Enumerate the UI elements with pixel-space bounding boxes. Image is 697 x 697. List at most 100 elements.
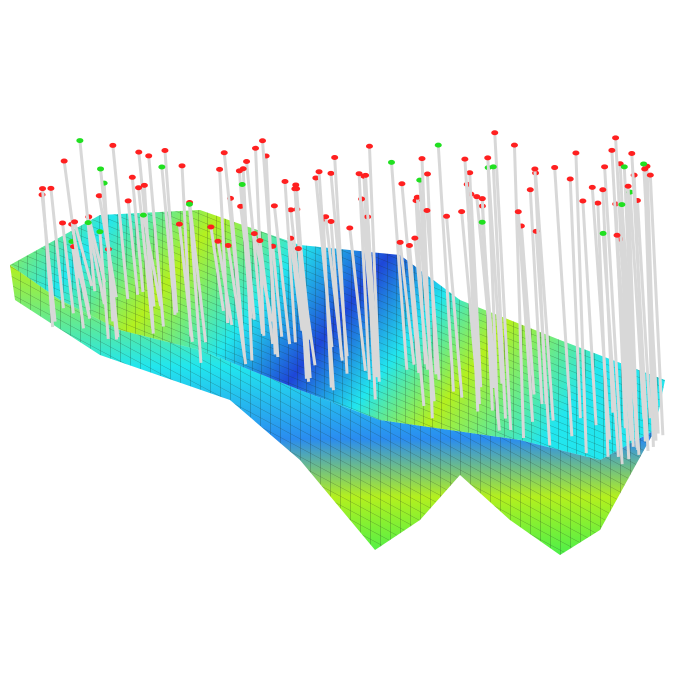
well-marker [84, 220, 92, 226]
well-marker [237, 203, 245, 209]
well-shaft [296, 248, 317, 366]
well-marker [466, 170, 474, 176]
well-shaft [258, 240, 275, 345]
well-marker [620, 164, 628, 170]
well-shaft [324, 216, 344, 361]
well-marker [346, 225, 354, 231]
well-marker [238, 181, 246, 187]
well-marker [599, 230, 607, 236]
well-marker [322, 214, 330, 220]
well-marker [95, 193, 103, 199]
well-marker [281, 179, 289, 185]
well-shaft [364, 175, 379, 378]
well-shaft [398, 242, 416, 365]
well-marker [312, 175, 320, 181]
well-marker [646, 172, 654, 178]
well-shaft [187, 204, 203, 363]
well-marker [294, 246, 302, 252]
well-marker [531, 166, 539, 172]
well-shaft [137, 187, 155, 330]
well-marker [76, 138, 84, 144]
well-marker [618, 202, 626, 208]
well-marker [185, 201, 193, 207]
well-marker [387, 159, 395, 165]
well-marker [135, 149, 143, 155]
well-shaft [222, 152, 244, 331]
well-shaft [87, 216, 107, 283]
well-marker [398, 181, 406, 187]
well-marker [139, 212, 147, 218]
well-marker [259, 138, 267, 144]
well-shaft [62, 160, 82, 279]
well-shaft [126, 200, 140, 295]
well-marker [478, 219, 486, 225]
well-marker [510, 142, 518, 148]
well-marker [628, 151, 636, 157]
well-marker [256, 238, 264, 244]
well-marker [158, 164, 166, 170]
well-marker [252, 145, 260, 151]
well-marker [478, 196, 486, 202]
well-shaft [86, 222, 106, 305]
well-marker [243, 158, 251, 164]
well-shaft [407, 245, 426, 407]
well-shaft [147, 155, 165, 327]
well-marker [331, 155, 339, 161]
well-marker [175, 221, 183, 227]
well-shaft [420, 158, 434, 419]
well-marker [224, 242, 232, 248]
well-shaft [261, 140, 280, 358]
well-shaft [177, 223, 194, 342]
well-shaft [615, 235, 633, 441]
well-marker [47, 185, 55, 191]
well-marker [405, 242, 413, 248]
well-marker [588, 184, 596, 190]
well-marker [484, 155, 492, 161]
well-marker [355, 171, 363, 177]
well-shaft [614, 137, 633, 428]
well-marker [315, 169, 323, 175]
well-shaft [360, 198, 376, 352]
well-shaft [413, 238, 430, 370]
well-shaft [141, 214, 163, 307]
well-shaft [348, 227, 367, 371]
well-shaft [480, 222, 501, 431]
well-shaft [389, 162, 409, 370]
well-marker [551, 165, 559, 171]
well-marker [612, 135, 620, 141]
well-shaft [73, 221, 94, 287]
well-marker [641, 166, 649, 172]
well-shaft [216, 240, 234, 326]
well-marker [140, 182, 148, 188]
well-shaft [533, 168, 548, 405]
well-shaft [528, 189, 544, 405]
well-shaft [568, 178, 582, 419]
well-shaft [512, 145, 526, 439]
well-shaft [317, 171, 335, 391]
well-marker [443, 213, 451, 219]
well-marker [461, 156, 469, 162]
well-marker [327, 170, 335, 176]
well-shaft [519, 225, 536, 395]
well-marker [423, 171, 431, 177]
well-marker [109, 142, 117, 148]
reservoir-front-face [10, 265, 665, 555]
well-marker [566, 176, 574, 182]
well-shaft [163, 150, 179, 313]
well-shaft [111, 145, 130, 300]
well-marker [418, 156, 426, 162]
well-shaft [99, 168, 120, 338]
well-shaft [553, 167, 574, 437]
well-shaft [357, 173, 371, 380]
well-shaft [61, 222, 75, 314]
well-shaft [574, 152, 588, 454]
well-marker [601, 164, 609, 170]
well-marker [434, 142, 442, 148]
well-marker [60, 158, 68, 164]
well-marker [624, 183, 632, 189]
well-marker [292, 182, 300, 188]
well-shaft [283, 181, 297, 343]
well-shaft [463, 158, 481, 385]
